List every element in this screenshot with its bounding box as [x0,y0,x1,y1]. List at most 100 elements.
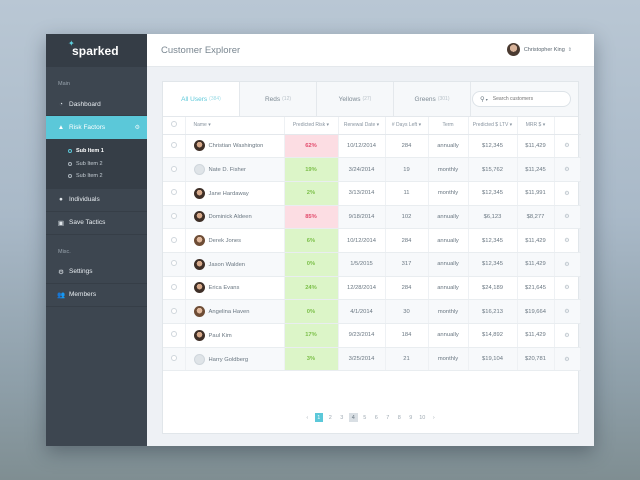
user-menu[interactable]: Christopher King ⇕ [506,43,572,56]
row-checkbox[interactable] [170,236,177,243]
gear-icon[interactable]: ⚙ [564,356,570,363]
row-checkbox[interactable] [170,189,177,196]
row-checkbox[interactable] [170,212,177,219]
sub-item-label: Sub Item 1 [76,148,104,155]
customer-name[interactable]: Derek Jones [208,238,242,245]
header-mrr[interactable]: MRR $ ▾ [517,117,555,135]
customer-name-cell[interactable]: Jane Hardaway [185,181,285,206]
tab-label: Reds [264,95,281,103]
table-row[interactable]: Angelina Haven 0% 4/1/2014 30 monthly $16,213… [163,299,581,324]
row-actions-cell: ⚙ [554,323,581,348]
page-1[interactable]: 1 [314,413,323,422]
row-checkbox[interactable] [170,283,177,290]
header-name[interactable]: Name ▾ [185,117,285,135]
table-row[interactable]: Jane Hardaway 2% 3/13/2014 11 monthly $12,345… [163,181,581,206]
table-row[interactable]: Erica Evans 24% 12/28/2014 284 annually $24,1… [163,276,581,301]
gear-icon[interactable]: ⚙ [564,167,570,174]
ltv-cell: $12,345 [468,181,518,206]
table-row[interactable]: Jason Walden 0% 1/5/2015 317 annually $12,345… [163,252,581,277]
bullet-icon [68,149,72,154]
customer-name[interactable]: Dominick Aldeen [208,214,252,221]
row-checkbox[interactable] [170,307,177,314]
gear-icon[interactable]: ⚙ [564,214,570,221]
customer-name-cell[interactable]: Jason Walden [185,252,285,277]
row-checkbox[interactable] [170,141,177,148]
tab-all-users[interactable]: All Users (384) [163,82,240,116]
row-checkbox[interactable] [170,165,177,172]
gear-icon[interactable]: ⚙ [564,332,570,339]
sidebar-sub-item-1[interactable]: Sub Item 1 [68,145,147,158]
customer-name[interactable]: Erica Evans [208,285,240,292]
row-checkbox[interactable] [170,331,177,338]
customer-name-cell[interactable]: Derek Jones [185,228,285,253]
header-label: Predicted Risk [292,122,326,129]
sidebar-item-dashboard[interactable]: ◔ Dashboard [46,93,147,116]
page-6[interactable]: 6 [374,414,378,421]
header-days-left[interactable]: # Days Left ▾ [385,117,429,135]
sidebar-item-save-tactics[interactable]: ▣ Save Tactics [46,212,147,235]
table-row[interactable]: Derek Jones 6% 10/12/2014 284 annually $12,34… [163,228,581,253]
customer-name[interactable]: Christian Washington [208,143,264,150]
sidebar-sub-item-2[interactable]: Sub Item 2 [68,158,147,171]
header-term[interactable]: Term [428,117,469,135]
page-3[interactable]: 3 [340,414,344,421]
customer-name[interactable]: Angelina Haven [208,309,250,316]
customer-name-cell[interactable]: Christian Washington [185,134,285,159]
avatar [193,140,205,152]
page-4[interactable]: 4 [349,413,358,422]
mrr-cell: $8,277 [517,205,555,230]
customer-name-cell[interactable]: Erica Evans [185,276,285,301]
sidebar-item-individuals[interactable]: ● Individuals [46,189,147,212]
table-row[interactable]: Dominick Aldeen 85% 9/18/2014 102 annually $6… [163,205,581,230]
customer-name[interactable]: Jane Hardaway [208,190,249,197]
next-page-icon[interactable]: › [432,414,435,421]
customer-name[interactable]: Nate D. Fisher [208,167,246,174]
search-input[interactable] [492,96,563,102]
tab-greens[interactable]: Greens (301) [394,82,471,116]
prev-page-icon[interactable]: ‹ [306,414,309,421]
header-renewal-date[interactable]: Renewal Date ▾ [338,117,386,135]
renewal-date-cell: 10/12/2014 [338,228,386,253]
page-10[interactable]: 10 [419,414,426,421]
sidebar-item-members[interactable]: 👥 Members [46,284,147,307]
customer-name[interactable]: Paul Kim [208,332,232,339]
gear-icon[interactable]: ⚙ [564,190,570,197]
brand-logo[interactable]: ✦ sparked [68,39,119,58]
page-7[interactable]: 7 [386,414,390,421]
sidebar-sub-item-3[interactable]: Sub Item 2 [68,170,147,183]
table-row[interactable]: Christian Washington 62% 10/12/2014 284 annu… [163,134,581,159]
customer-name-cell[interactable]: Harry Goldberg [185,347,285,372]
tab-reds[interactable]: Reds (12) [240,82,317,116]
customer-name-cell[interactable]: Dominick Aldeen [185,205,285,230]
tab-yellows[interactable]: Yellows (27) [317,82,394,116]
page-9[interactable]: 9 [409,414,413,421]
gear-icon[interactable]: ⚙ [564,261,570,268]
gear-icon[interactable]: ⚙ [564,285,570,292]
select-all-checkbox[interactable] [170,121,177,128]
table-row[interactable]: Harry Goldberg 3% 3/25/2014 21 monthly $19,10… [163,347,581,372]
header-predicted-risk[interactable]: Predicted Risk ▾ [284,117,339,135]
row-checkbox[interactable] [170,355,177,362]
sidebar-item-risk-factors[interactable]: ▲ Risk Factors ⚙ [46,116,147,139]
customer-name[interactable]: Jason Walden [208,261,246,268]
customer-name-cell[interactable]: Angelina Haven [185,299,285,324]
gear-icon[interactable]: ⚙ [564,309,570,316]
customer-name[interactable]: Harry Goldberg [208,356,249,363]
table-row[interactable]: Nate D. Fisher 19% 3/24/2014 19 monthly $15,7… [163,157,581,182]
days-left-cell: 21 [385,347,429,372]
term-cell: annually [428,228,469,253]
page-5[interactable]: 5 [363,414,367,421]
gear-icon[interactable]: ⚙ [134,125,140,131]
row-checkbox[interactable] [170,260,177,267]
search-icon[interactable]: ⚲ [480,96,485,103]
table-row[interactable]: Paul Kim 17% 9/23/2014 184 annually $14,892 $1… [163,323,581,348]
customer-name-cell[interactable]: Nate D. Fisher [185,157,285,182]
page-2[interactable]: 2 [328,414,332,421]
page-8[interactable]: 8 [397,414,401,421]
gear-icon[interactable]: ⚙ [564,238,570,245]
customer-name-cell[interactable]: Paul Kim [185,323,285,348]
header-predicted-ltv[interactable]: Predicted $ LTV ▾ [468,117,518,135]
gear-icon[interactable]: ⚙ [564,143,570,150]
chevron-down-icon[interactable]: ▾ [485,96,488,102]
sidebar-item-settings[interactable]: ⚙ Settings [46,261,147,284]
